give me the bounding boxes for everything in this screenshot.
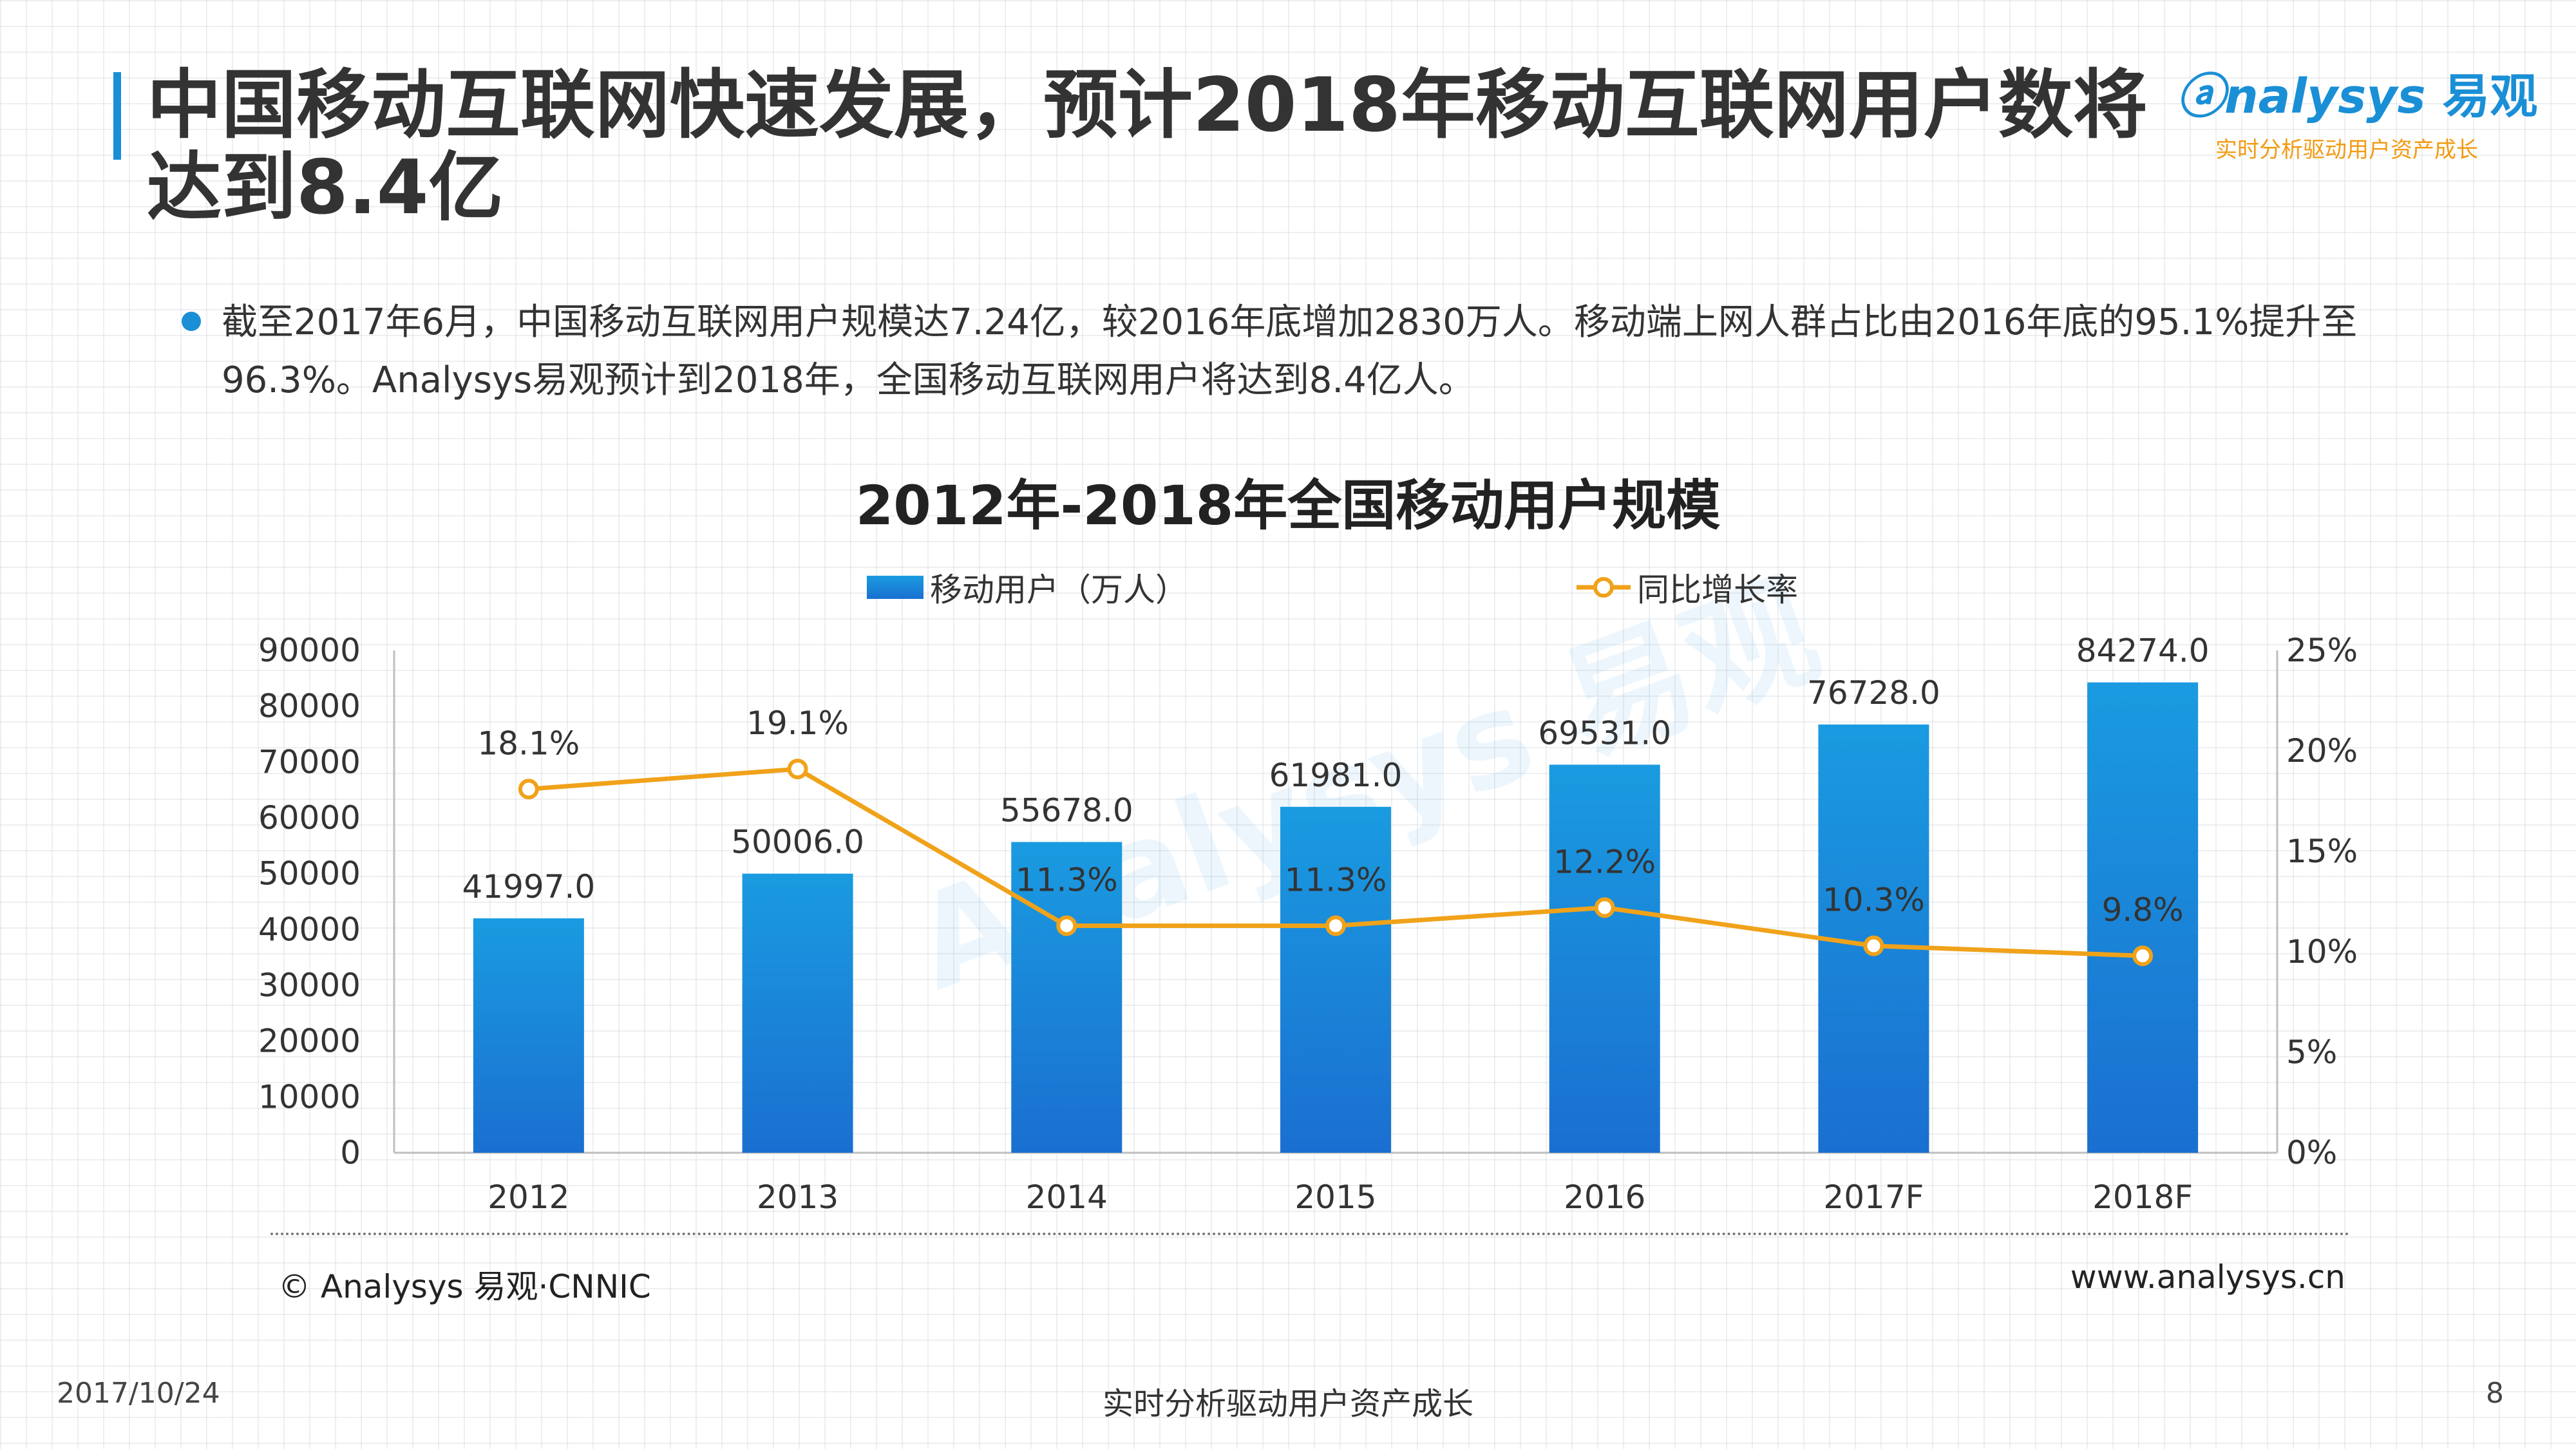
right-axis-tick: 20% <box>2286 732 2358 770</box>
title-accent-bar <box>113 72 121 160</box>
growth-value-label: 19.1% <box>746 705 849 742</box>
bar-2012 <box>473 918 584 1153</box>
left-axis-tick: 80000 <box>258 688 361 725</box>
bar-value-label: 84274.0 <box>2076 632 2210 670</box>
x-axis-tick: 2016 <box>1564 1179 1645 1216</box>
footer-date: 2017/10/24 <box>57 1377 220 1410</box>
legend-bar-swatch <box>867 576 923 599</box>
growth-value-label: 9.8% <box>2102 891 2184 929</box>
analysys-logo: ⓐnalysys 易观 实时分析驱动用户资产成长 <box>2177 58 2538 163</box>
bar-value-label: 50006.0 <box>731 824 864 861</box>
left-axis-tick: 20000 <box>258 1023 361 1060</box>
bar-2018F <box>2087 682 2199 1153</box>
x-axis-tick: 2015 <box>1294 1179 1376 1216</box>
right-axis-tick: 15% <box>2286 833 2358 870</box>
right-axis-tick: 25% <box>2286 632 2358 669</box>
growth-value-label: 12.2% <box>1553 843 1656 880</box>
left-axis-tick: 0 <box>340 1134 361 1171</box>
logo-mark: 易观 <box>2442 69 2538 124</box>
growth-marker-2018F <box>2132 945 2154 967</box>
page-title: 中国移动互联网快速发展，预计2018年移动互联网用户数将达到8.4亿 <box>147 62 2148 231</box>
bar-2014 <box>1011 842 1122 1153</box>
growth-marker-2014 <box>1056 915 1077 936</box>
x-axis-tick: 2018F <box>2092 1179 2193 1216</box>
bar-2015 <box>1280 806 1391 1153</box>
legend-item-users: 移动用户（万人） <box>867 562 1188 613</box>
x-axis-tick: 2014 <box>1026 1179 1108 1216</box>
logo-name: nalysys <box>2224 69 2426 124</box>
right-axis-tick: 10% <box>2286 933 2358 971</box>
growth-marker-2015 <box>1325 915 1346 936</box>
logo-wordmark: ⓐnalysys 易观 <box>2177 69 2538 124</box>
footer-slogan: 实时分析驱动用户资产成长 <box>1102 1386 1473 1422</box>
growth-marker-2013 <box>787 759 808 780</box>
bar-2013 <box>742 873 853 1153</box>
bullet-dot-icon <box>182 312 201 331</box>
bar-value-label: 41997.0 <box>462 868 595 905</box>
left-axis-tick: 90000 <box>258 632 361 669</box>
growth-value-label: 11.3% <box>1016 861 1118 898</box>
legend-line-swatch <box>1577 577 1631 598</box>
page-number: 8 <box>2486 1377 2504 1410</box>
growth-marker-2017F <box>1863 935 1884 956</box>
right-axis-tick: 5% <box>2286 1034 2337 1071</box>
x-axis-tick: 2013 <box>757 1179 838 1216</box>
legend-label-growth: 同比增长率 <box>1637 571 1798 609</box>
right-axis-tick: 0% <box>2286 1134 2337 1171</box>
legend-label-users: 移动用户（万人） <box>930 571 1188 609</box>
bar-value-label: 55678.0 <box>1000 791 1133 829</box>
legend-item-growth: 同比增长率 <box>1577 562 1798 613</box>
logo-tagline: 实时分析驱动用户资产成长 <box>2215 137 2478 163</box>
left-axis-tick: 60000 <box>258 799 361 837</box>
growth-marker-2016 <box>1594 897 1615 918</box>
growth-value-label: 11.3% <box>1285 861 1387 898</box>
left-axis-tick: 40000 <box>258 911 361 948</box>
chart-title: 2012年-2018年全国移动用户规模 <box>855 474 1721 537</box>
left-axis-tick: 50000 <box>258 855 361 893</box>
bar-value-label: 61981.0 <box>1269 757 1403 794</box>
bar-value-label: 69531.0 <box>1538 714 1671 752</box>
summary-text: 截至2017年6月，中国移动互联网用户规模达7.24亿，较2016年底增加283… <box>222 301 2358 401</box>
growth-value-label: 10.3% <box>1823 882 1925 919</box>
left-axis-tick: 10000 <box>258 1078 361 1115</box>
x-axis-tick: 2012 <box>488 1179 569 1216</box>
growth-value-label: 18.1% <box>477 724 580 762</box>
left-axis-tick: 30000 <box>258 967 361 1004</box>
growth-marker-2012 <box>518 779 539 800</box>
footer-divider <box>270 1233 2351 1235</box>
website-link[interactable]: www.analysys.cn <box>2070 1258 2345 1296</box>
left-axis-tick: 70000 <box>258 743 361 781</box>
bar-value-label: 76728.0 <box>1807 674 1940 712</box>
x-axis-tick: 2017F <box>1823 1179 1924 1216</box>
data-source: © Analysys 易观·CNNIC <box>278 1268 651 1305</box>
bar-2016 <box>1549 764 1660 1153</box>
